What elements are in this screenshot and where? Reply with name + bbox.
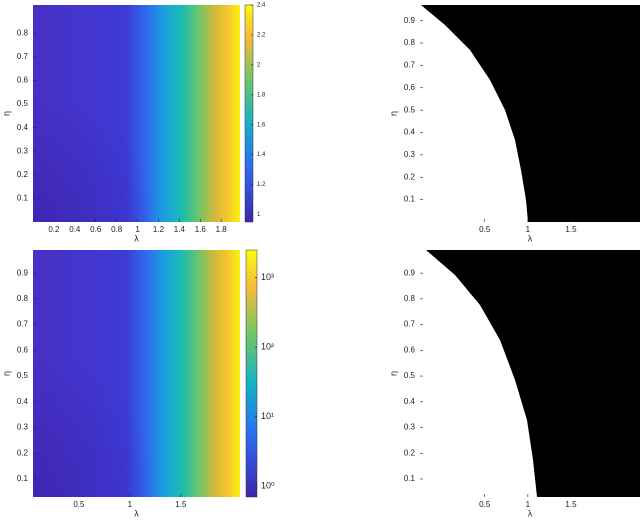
x-axis-label: λ xyxy=(134,233,139,243)
colorbar xyxy=(244,4,254,223)
x-tick-label: 0.5 xyxy=(479,225,491,234)
y-tick-label: 0.5 xyxy=(17,371,29,380)
x-tick-label: 1.6 xyxy=(195,225,207,234)
y-tick-label: 0.9 xyxy=(17,268,29,277)
y-tick-label: 0.8 xyxy=(17,28,29,37)
y-tick-label: 0.4 xyxy=(404,397,416,406)
y-tick-label: 0.7 xyxy=(17,52,29,61)
region-boundary xyxy=(420,5,640,222)
x-tick-label: 1.8 xyxy=(216,225,228,234)
y-tick-label: 0.8 xyxy=(404,38,416,47)
y-tick-label: 0.2 xyxy=(404,448,416,457)
colorbar xyxy=(245,249,258,498)
x-tick-label: 1.5 xyxy=(565,500,577,509)
y-tick-label: 0.1 xyxy=(404,474,416,483)
colorbar-tick-label: 10² xyxy=(261,342,274,352)
colorbar-tick-label: 2 xyxy=(257,62,261,68)
y-tick-label: 0.5 xyxy=(17,99,29,108)
heatmap-shade xyxy=(33,250,240,497)
y-tick-label: 0.8 xyxy=(404,294,416,303)
y-axis-label: η xyxy=(388,111,398,116)
x-tick-label: 0.6 xyxy=(90,225,102,234)
y-tick-label: 0.2 xyxy=(404,172,416,181)
x-tick-label: 1 xyxy=(135,225,140,234)
y-tick-label: 0.3 xyxy=(17,146,29,155)
y-tick-label: 0.3 xyxy=(17,423,29,432)
y-tick-label: 0.5 xyxy=(404,105,416,114)
y-tick-label: 0.3 xyxy=(404,150,416,159)
colorbar-tick-label: 2.2 xyxy=(257,33,266,39)
x-tick-label: 0.8 xyxy=(111,225,123,234)
y-tick-label: 0.9 xyxy=(404,268,416,277)
x-axis-label: λ xyxy=(528,233,533,243)
y-tick-label: 0.6 xyxy=(404,83,416,92)
y-tick-label: 0.8 xyxy=(17,294,29,303)
colorbar-tick-label: 10⁰ xyxy=(261,481,275,491)
y-tick-label: 0.9 xyxy=(404,16,416,25)
x-tick-label: 1 xyxy=(526,225,531,234)
colorbar-tick-label: 2.4 xyxy=(257,3,266,9)
y-tick-label: 0.6 xyxy=(17,76,29,85)
x-tick-label: 1 xyxy=(128,500,133,509)
y-tick-label: 0.2 xyxy=(17,448,29,457)
y-tick-label: 0.7 xyxy=(404,61,416,70)
y-tick-label: 0.1 xyxy=(17,194,29,203)
y-tick-label: 0.6 xyxy=(404,345,416,354)
colorbar-tick-label: 10¹ xyxy=(261,411,274,421)
x-axis-label: λ xyxy=(528,508,533,518)
y-tick-label: 0.2 xyxy=(17,170,29,179)
colorbar-tick-label: 1 xyxy=(257,212,261,218)
colorbar-tick-label: 1.8 xyxy=(257,92,266,98)
x-tick-label: 0.2 xyxy=(48,225,60,234)
colorbar-tick-label: 10³ xyxy=(261,272,274,282)
x-tick-label: 0.4 xyxy=(69,225,81,234)
x-tick-label: 1.5 xyxy=(565,225,577,234)
x-tick-label: 1.5 xyxy=(175,500,187,509)
y-tick-label: 0.4 xyxy=(404,128,416,137)
y-axis-label: η xyxy=(1,111,11,116)
x-tick-label: 1.2 xyxy=(153,225,165,234)
y-axis-label: η xyxy=(1,371,11,376)
y-tick-label: 0.3 xyxy=(404,423,416,432)
y-tick-label: 0.4 xyxy=(17,397,29,406)
y-tick-label: 0.4 xyxy=(17,123,29,132)
region-boundary xyxy=(420,250,640,497)
x-tick-label: 0.5 xyxy=(73,500,85,509)
x-tick-label: 0.5 xyxy=(479,500,491,509)
x-tick-label: 1 xyxy=(526,500,531,509)
y-tick-label: 0.1 xyxy=(17,474,29,483)
colorbar-tick-label: 1.2 xyxy=(257,182,266,188)
y-tick-label: 0.7 xyxy=(17,320,29,329)
y-tick-label: 0.5 xyxy=(404,371,416,380)
y-axis-label: η xyxy=(388,371,398,376)
y-tick-label: 0.7 xyxy=(404,320,416,329)
colorbar-tick-label: 1.4 xyxy=(257,152,266,158)
y-tick-label: 0.6 xyxy=(17,345,29,354)
x-axis-label: λ xyxy=(134,508,139,518)
x-tick-label: 1.4 xyxy=(174,225,186,234)
colorbar-tick-label: 1.6 xyxy=(257,122,266,128)
y-tick-label: 0.1 xyxy=(404,195,416,204)
heatmap-shade xyxy=(33,5,240,222)
